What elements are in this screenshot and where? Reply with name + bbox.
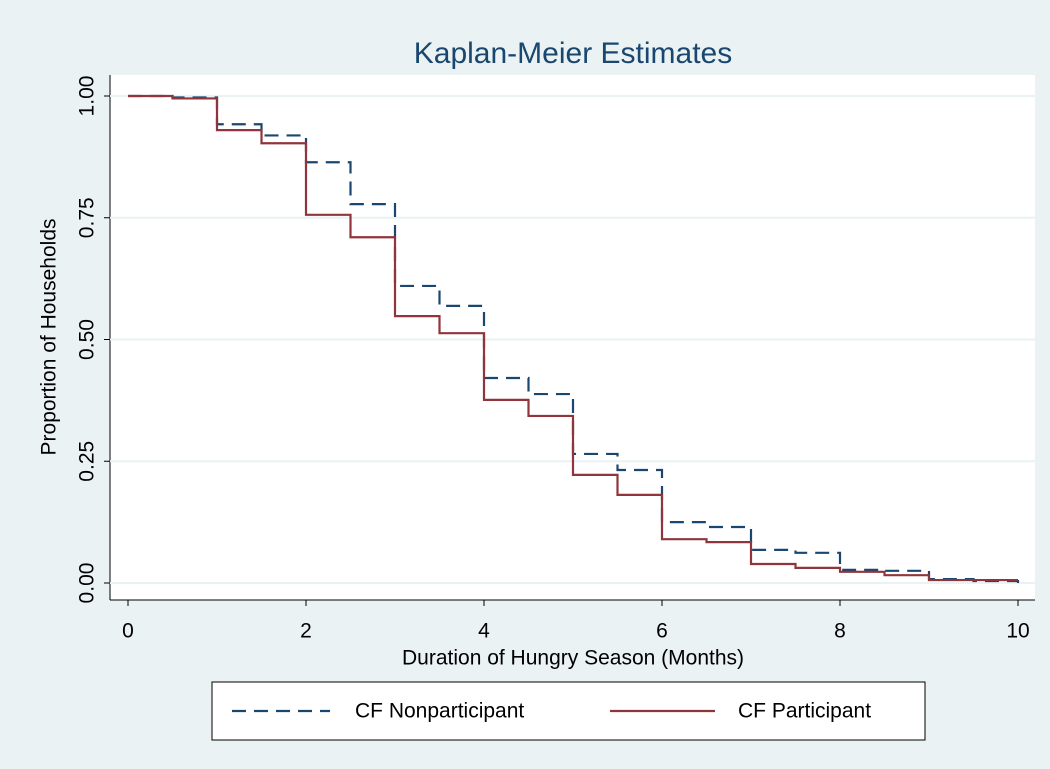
x-tick-label: 6 <box>656 620 668 643</box>
y-tick-label: 0.50 <box>76 319 99 360</box>
survival-line <box>128 94 1018 582</box>
x-axis-title: Duration of Hungry Season (Months) <box>402 647 744 670</box>
legend-label: CF Nonparticipant <box>355 700 524 723</box>
plot-area <box>110 75 1035 600</box>
legend <box>211 681 926 741</box>
y-axis-title: Proportion of Households <box>38 219 61 456</box>
y-tick-label: 1.00 <box>76 76 99 117</box>
y-tick-label: 0.25 <box>76 441 99 482</box>
chart-title: Kaplan-Meier Estimates <box>414 37 732 70</box>
x-tick-label: 10 <box>1006 620 1029 643</box>
x-tick-label: 2 <box>300 620 312 643</box>
x-tick-label: 0 <box>122 620 134 643</box>
x-tick-label: 4 <box>478 620 490 643</box>
y-tick-label: 0.75 <box>76 197 99 238</box>
x-tick-label: 8 <box>834 620 846 643</box>
y-tick-label: 0.00 <box>76 563 99 604</box>
legend-label: CF Participant <box>738 700 871 723</box>
